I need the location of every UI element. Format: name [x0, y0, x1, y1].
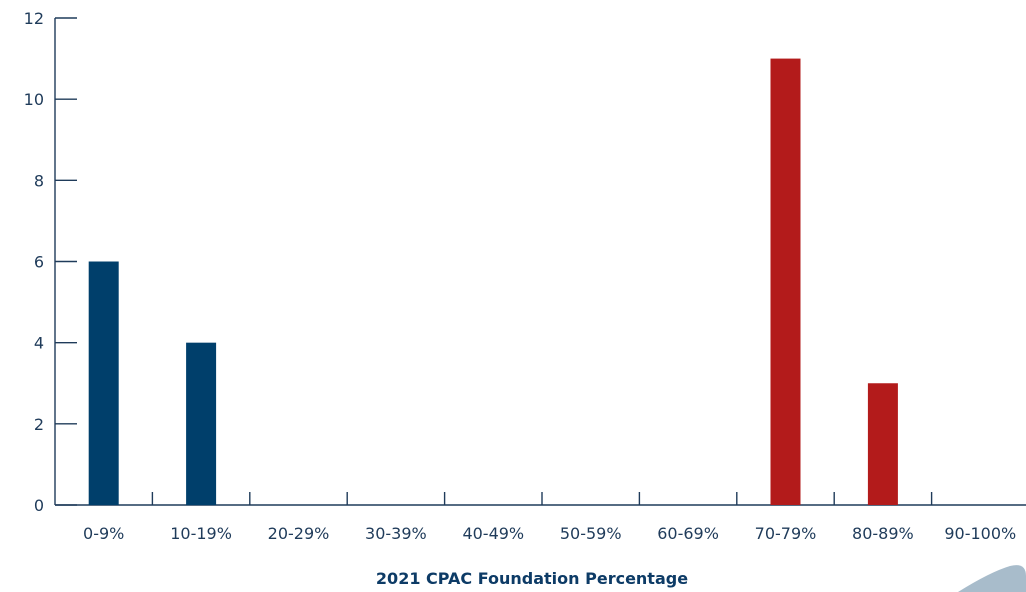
x-tick-label: 20-29%	[268, 524, 330, 543]
bar-10-19pct	[186, 342, 217, 505]
y-tick-label: 4	[34, 334, 44, 353]
x-tick-label: 80-89%	[852, 524, 914, 543]
y-tick-label: 0	[34, 496, 44, 515]
bar-70-79pct	[770, 58, 801, 505]
y-tick-label: 10	[24, 90, 44, 109]
bar-80-89pct	[867, 383, 898, 505]
y-tick-label: 12	[24, 9, 44, 28]
bars	[88, 58, 898, 505]
corner-decoration	[958, 565, 1026, 592]
x-tick-label: 50-59%	[560, 524, 622, 543]
y-tick-label: 8	[34, 171, 44, 190]
x-tick-label: 60-69%	[657, 524, 719, 543]
x-tick-label: 30-39%	[365, 524, 427, 543]
x-tick-label: 0-9%	[83, 524, 124, 543]
x-tick-label: 70-79%	[755, 524, 817, 543]
y-tick-label: 6	[34, 253, 44, 272]
x-tick-label: 40-49%	[462, 524, 524, 543]
x-tick-label: 90-100%	[944, 524, 1016, 543]
x-tick-label: 10-19%	[170, 524, 232, 543]
y-tick-label: 2	[34, 415, 44, 434]
x-axis-title: 2021 CPAC Foundation Percentage	[376, 569, 688, 588]
bar-0-9pct	[88, 261, 119, 505]
corner-decoration-shape	[958, 565, 1026, 592]
y-axis: 0 2 4 6 8 10 12	[24, 9, 77, 515]
x-axis: 0-9% 10-19% 20-29% 30-39% 40-49% 50-59% 60-69%…	[55, 492, 1026, 543]
